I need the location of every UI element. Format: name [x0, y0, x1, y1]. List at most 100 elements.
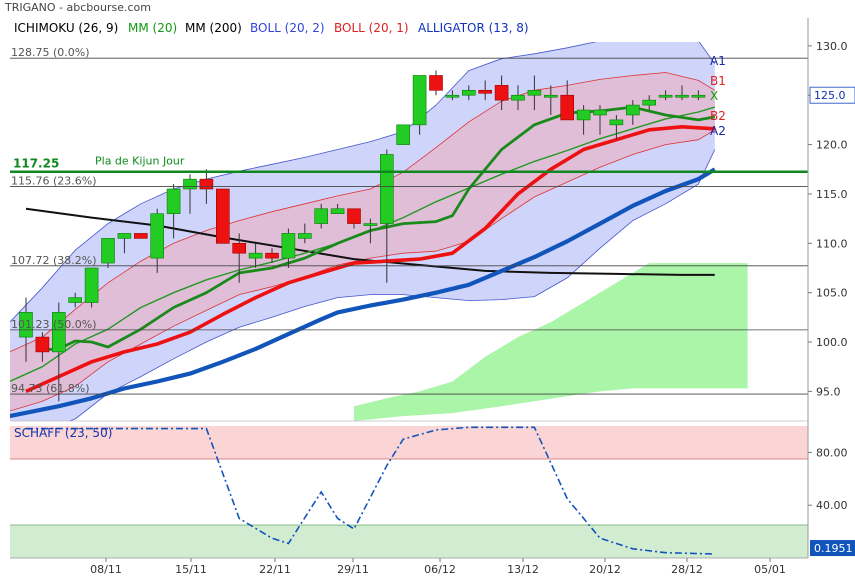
candle-body	[232, 243, 246, 254]
legend-item: BOLL (20, 2)	[250, 21, 325, 35]
fib-label: 115.76 (23.6%)	[11, 174, 97, 187]
schaff-value-badge	[810, 540, 855, 557]
candle-body	[216, 188, 230, 244]
candle-body	[117, 233, 132, 239]
candle-body	[281, 233, 296, 259]
price-panel: 128.75 (0.0%) 115.76 (23.6%) 107.72 (38.2%…	[10, 42, 808, 421]
legend-item: ALLIGATOR (13, 8)	[418, 21, 529, 35]
bollinger-2-line	[68, 149, 716, 421]
candle-body	[593, 109, 607, 116]
candle-body	[527, 89, 542, 96]
x-tick-label: 29/11	[337, 563, 369, 576]
band-label: B2	[710, 109, 726, 123]
ichimoku-cloud	[354, 263, 748, 421]
bollinger-1-band	[10, 72, 715, 411]
candle-body	[379, 154, 394, 224]
x-tick-label: 06/12	[424, 563, 456, 576]
y-tick-label: 120.0	[816, 139, 848, 152]
schaff-panel: SCHAFF (23, 50)	[10, 426, 808, 558]
candle-body	[445, 94, 460, 98]
fib-label: 128.75 (0.0%)	[11, 46, 90, 59]
candle-body	[35, 336, 50, 353]
y-tick-label: 100.0	[816, 336, 848, 349]
candle-body	[84, 267, 99, 303]
x-tick-label: 22/11	[259, 563, 291, 576]
x-tick-label: 15/11	[175, 563, 207, 576]
indicator-line	[10, 167, 716, 419]
kijun-value-label: 117.25	[13, 157, 59, 171]
candle-body	[265, 252, 279, 259]
candle-body	[625, 104, 640, 116]
y-tick-label: 115.0	[816, 188, 848, 201]
fib-label: 107.72 (38.2%)	[11, 254, 97, 267]
candle-body	[150, 213, 164, 259]
oversold-zone	[10, 525, 808, 558]
overbought-zone	[10, 426, 808, 459]
candle-body	[101, 238, 115, 264]
candle-body	[396, 124, 411, 145]
legend-item: MM (20)	[128, 21, 177, 35]
candle-body	[19, 312, 33, 338]
candle-body	[658, 94, 673, 98]
candle-body	[461, 89, 476, 96]
candle-body	[51, 312, 66, 353]
candle-body	[199, 178, 214, 190]
candle-body	[609, 119, 624, 126]
band-label: B1	[710, 74, 726, 88]
candle-body	[576, 109, 591, 121]
candle-body	[363, 223, 378, 226]
x-tick-label: 05/01	[754, 563, 786, 576]
candle-body	[347, 208, 361, 224]
indicator-line	[25, 125, 715, 394]
candle-body	[297, 233, 312, 239]
candle-body	[691, 94, 706, 98]
y-tick-label: 130.0	[816, 40, 848, 53]
indicator-legend: ICHIMOKU (26, 9) MM (20) MM (200) BOLL (20,…	[14, 21, 529, 35]
last-price-value: 125.0	[814, 89, 846, 102]
schaff-line	[26, 426, 715, 555]
price-plot-area	[10, 42, 748, 421]
candle-body	[642, 99, 657, 106]
bollinger-2-line	[10, 42, 716, 323]
axes: 95.0 100.0 105.0 110.0 115.0 120.0 125.0 130.0 4…	[10, 18, 855, 576]
candle-body	[248, 252, 263, 259]
last-price-badge	[809, 86, 855, 104]
candle-body	[412, 75, 427, 126]
fib-label: 94.73 (61.8%)	[11, 382, 90, 395]
candle-body	[543, 94, 558, 98]
candle-body	[560, 94, 575, 121]
y-tick-label: 80.00	[816, 446, 848, 459]
legend-item: ICHIMOKU (26, 9)	[14, 21, 118, 35]
candle-body	[429, 75, 443, 91]
candle-body	[675, 94, 689, 98]
x-tick-label: 13/12	[507, 563, 539, 576]
x-tick-label: 20/12	[589, 563, 621, 576]
y-tick-label: 95.0	[816, 385, 841, 398]
y-tick-label: 105.0	[816, 287, 848, 300]
band-label: X	[710, 89, 718, 103]
candle-body	[134, 233, 148, 239]
candle-body	[166, 188, 181, 214]
legend-item: BOLL (20, 1)	[334, 21, 409, 35]
band-label: A2	[710, 124, 726, 138]
legend-item: MM (200)	[185, 21, 242, 35]
bollinger-1-line	[10, 72, 716, 353]
kijun-text-label: Pla de Kijun Jour	[95, 155, 185, 168]
candle-body	[68, 297, 82, 303]
chart-title: TRIGANO - abcbourse.com	[4, 1, 151, 14]
candle-body	[494, 85, 509, 101]
x-tick-label: 08/11	[90, 563, 122, 576]
band-label: A1	[710, 54, 726, 68]
x-tick-label: 28/12	[671, 563, 703, 576]
candle-body	[330, 208, 345, 214]
y-tick-label: 40.00	[816, 499, 848, 512]
y-tick-label: 110.0	[816, 237, 848, 250]
candle-body	[183, 178, 197, 190]
schaff-title: SCHAFF (23, 50)	[14, 426, 112, 440]
candle-body	[511, 94, 525, 101]
candle-body	[478, 89, 493, 94]
fib-label: 101.23 (50.0%)	[11, 318, 97, 331]
schaff-value: 0.1951	[814, 542, 853, 555]
